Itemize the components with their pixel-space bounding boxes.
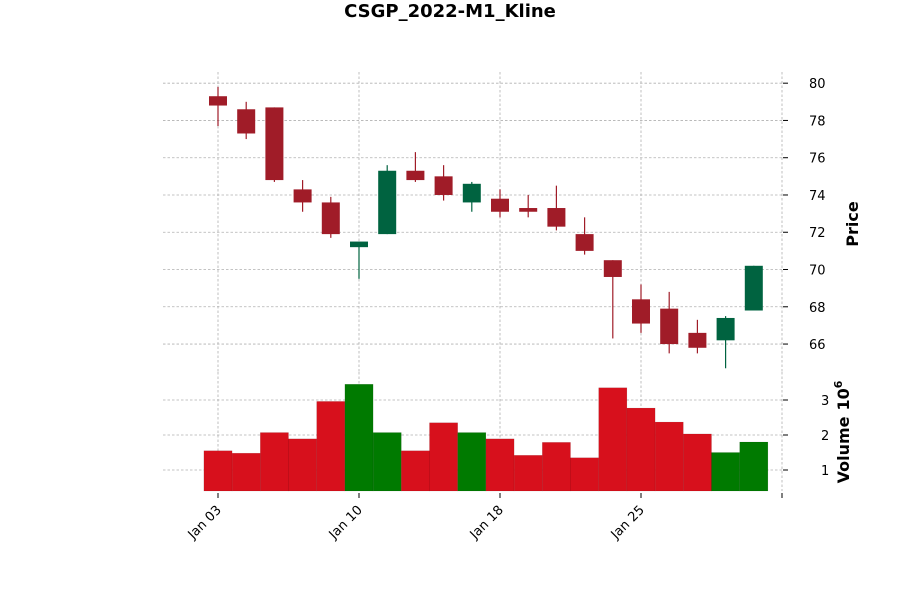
volume-bar bbox=[485, 438, 515, 492]
volume-bar bbox=[457, 432, 487, 492]
candle bbox=[378, 165, 397, 235]
candle-body bbox=[519, 208, 538, 212]
candle-body bbox=[632, 299, 650, 324]
volume-bar bbox=[683, 433, 712, 492]
volume-tick-label: 2 bbox=[821, 429, 829, 444]
volume-multiplier-base: 10 bbox=[834, 388, 853, 410]
candle-body bbox=[321, 202, 340, 235]
candle-body bbox=[575, 234, 594, 251]
price-panel: 66 68 70 72 74 76 78 80 bbox=[163, 72, 826, 372]
volume-axis-label-text: Volume bbox=[834, 416, 853, 483]
volume-bar bbox=[288, 438, 317, 492]
volume-bar bbox=[344, 384, 374, 492]
candle bbox=[660, 291, 679, 354]
candle-body bbox=[237, 109, 256, 134]
price-tick-label: 72 bbox=[809, 226, 826, 241]
volume-bar bbox=[626, 407, 656, 492]
volume-bar bbox=[231, 452, 261, 492]
candle-body bbox=[660, 308, 679, 345]
candle-body bbox=[293, 189, 312, 203]
candle bbox=[547, 185, 566, 231]
price-tick-label: 74 bbox=[809, 189, 826, 204]
candle bbox=[434, 165, 453, 201]
candle-body bbox=[434, 176, 453, 195]
candle bbox=[406, 152, 425, 182]
x-tick-label: Jan 03 bbox=[185, 503, 225, 543]
x-axis: Jan 03 Jan 10 Jan 18 Jan 25 bbox=[185, 493, 783, 543]
x-tick-label: Jan 10 bbox=[326, 503, 366, 543]
candle-body bbox=[491, 198, 509, 212]
price-axis-label: Price bbox=[843, 201, 862, 247]
candle bbox=[293, 180, 312, 212]
chart-title: CSGP_2022-M1_Kline bbox=[344, 1, 556, 22]
candle-body bbox=[406, 170, 425, 181]
candle-body bbox=[462, 183, 481, 203]
candle bbox=[350, 241, 368, 279]
candle bbox=[519, 194, 538, 218]
volume-bar bbox=[654, 421, 684, 492]
candle-body bbox=[547, 208, 566, 227]
volume-bar bbox=[513, 455, 543, 492]
volume-bar bbox=[429, 422, 458, 492]
candle bbox=[688, 319, 707, 354]
volume-bar bbox=[598, 387, 628, 492]
candle-body bbox=[378, 170, 397, 235]
candle-body bbox=[350, 241, 368, 248]
volume-bar bbox=[401, 450, 430, 492]
volume-panel: 1 2 3 bbox=[163, 372, 829, 492]
price-tick-label: 70 bbox=[809, 264, 826, 279]
candle bbox=[603, 260, 622, 339]
price-tick-label: 80 bbox=[809, 77, 826, 92]
price-tick-label: 66 bbox=[809, 338, 826, 353]
volume-axis-label: Volume 106 bbox=[832, 380, 853, 483]
price-tick-label: 76 bbox=[809, 152, 826, 167]
price-tick-label: 68 bbox=[809, 301, 826, 316]
volume-bar bbox=[542, 442, 571, 492]
candle-body bbox=[744, 265, 763, 311]
candle bbox=[632, 284, 650, 333]
volume-multiplier-exponent: 6 bbox=[832, 380, 845, 388]
candle-body bbox=[603, 260, 622, 277]
candle bbox=[744, 265, 763, 311]
candle bbox=[237, 101, 256, 140]
candle-body bbox=[265, 107, 284, 181]
candle-body bbox=[716, 317, 735, 341]
x-tick-label: Jan 18 bbox=[467, 503, 507, 543]
candle bbox=[462, 181, 481, 212]
volume-tick-label: 1 bbox=[821, 464, 829, 479]
volume-bar bbox=[739, 441, 769, 492]
candle bbox=[716, 316, 735, 369]
volume-bar bbox=[570, 457, 599, 492]
candle-body bbox=[688, 332, 707, 348]
volume-bar bbox=[260, 432, 289, 492]
volume-tick-label: 3 bbox=[821, 394, 829, 409]
volume-bar bbox=[316, 401, 346, 492]
candle bbox=[265, 107, 284, 182]
volume-bar bbox=[711, 452, 740, 492]
price-tick-label: 78 bbox=[809, 114, 826, 129]
volume-bar bbox=[372, 432, 402, 492]
candle bbox=[321, 196, 340, 238]
candle bbox=[575, 217, 594, 255]
candle bbox=[491, 189, 509, 218]
candle-body bbox=[209, 96, 227, 106]
candle bbox=[209, 86, 227, 127]
volume-bar bbox=[203, 450, 233, 492]
x-tick-label: Jan 25 bbox=[608, 503, 648, 543]
